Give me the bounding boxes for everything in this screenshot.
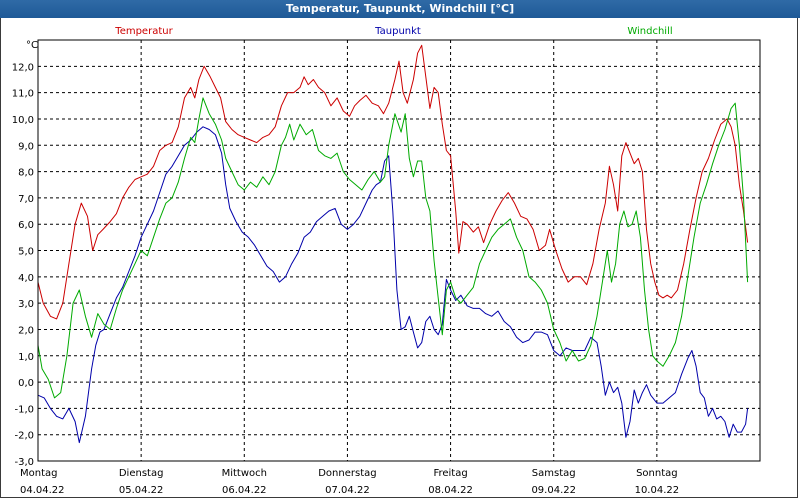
legend-taupunkt: Taupunkt — [374, 26, 421, 37]
series-lines — [37, 44, 749, 444]
x-tick-day: Sonntag — [636, 468, 678, 479]
y-tick-label: 5,0 — [18, 247, 34, 258]
x-tick-date: 08.04.22 — [428, 485, 473, 496]
y-tick-label: 3,0 — [18, 299, 34, 310]
x-tick-date: 04.04.22 — [20, 485, 65, 496]
y-tick-label: 12,0 — [12, 62, 34, 73]
x-tick-date: 10.04.22 — [635, 485, 680, 496]
y-tick-label: 11,0 — [12, 89, 34, 100]
chart-window-title: Temperatur, Taupunkt, Windchill [°C] — [0, 0, 800, 18]
x-tick-date: 07.04.22 — [325, 485, 370, 496]
y-tick-label: 1,0 — [18, 352, 34, 363]
chart-frame — [0, 18, 798, 498]
y-axis-label: °C — [26, 40, 38, 51]
y-tick-label: 10,0 — [12, 115, 34, 126]
y-tick-label: 9,0 — [18, 141, 34, 152]
x-tick-date: 09.04.22 — [531, 485, 576, 496]
x-tick-date: 06.04.22 — [222, 485, 267, 496]
grid — [38, 40, 760, 462]
y-tick-label: 0,0 — [18, 378, 34, 389]
x-axis-ticks: Montag 04.04.22 Dienstag 05.04.22 Mittwoch 06… — [20, 468, 679, 496]
y-axis-ticks: -3,0 -2,0 -1,0 0,0 1,0 2,0 3,0 4,0 5,0 6,0 7,0 8,0 9… — [12, 62, 34, 468]
y-tick-label: -1,0 — [14, 404, 34, 415]
y-tick-label: 4,0 — [18, 273, 34, 284]
legend-windchill: Windchill — [627, 26, 672, 37]
series-line-temperatur — [37, 44, 749, 320]
legend-temperatur: Temperatur — [114, 26, 173, 37]
y-tick-label: -3,0 — [14, 457, 34, 468]
x-tick-day: Samstag — [532, 468, 576, 479]
y-tick-label: 8,0 — [18, 168, 34, 179]
y-tick-label: -2,0 — [14, 431, 34, 442]
y-tick-label: 2,0 — [18, 325, 34, 336]
x-tick-day: Montag — [20, 468, 57, 479]
x-tick-day: Freitag — [433, 468, 467, 479]
x-tick-day: Dienstag — [119, 468, 164, 479]
plot-area-border — [37, 39, 761, 462]
y-tick-label: 6,0 — [18, 220, 34, 231]
y-tick-label: 7,0 — [18, 194, 34, 205]
x-tick-date: 05.04.22 — [119, 485, 164, 496]
x-tick-day: Mittwoch — [222, 468, 267, 479]
series-line-windchill — [37, 97, 749, 399]
x-tick-day: Donnerstag — [318, 468, 376, 479]
series-line-taupunkt — [37, 126, 749, 444]
